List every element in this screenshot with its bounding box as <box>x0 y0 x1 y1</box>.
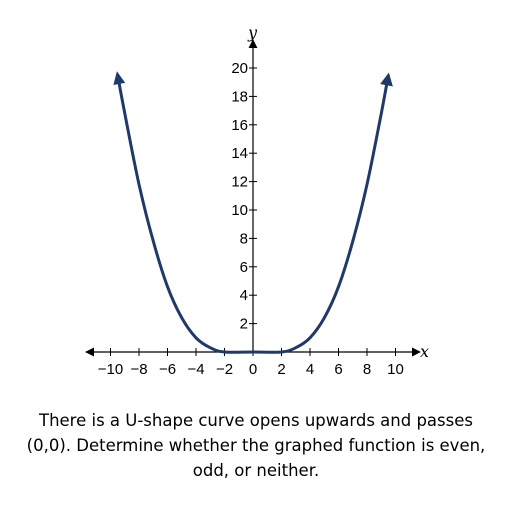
x-axis-ticks: −10 −8 −6 −4 −2 0 2 4 6 8 10 <box>98 348 404 378</box>
x-tick-label: 8 <box>363 361 371 378</box>
y-axis-title: y <box>247 23 258 42</box>
x-axis: −10 −8 −6 −4 −2 0 2 4 6 8 10 x <box>85 342 429 378</box>
y-axis-ticks: 2 4 6 8 10 12 14 16 18 20 <box>231 60 257 333</box>
y-tick-label: 16 <box>231 117 248 134</box>
x-tick-label: −6 <box>159 361 176 378</box>
x-tick-label: 0 <box>249 361 257 378</box>
y-tick-label: 4 <box>240 287 248 304</box>
y-tick-label: 8 <box>240 230 248 247</box>
x-tick-label: 4 <box>306 361 314 378</box>
y-tick-label: 20 <box>231 60 248 77</box>
y-tick-label: 10 <box>231 202 248 219</box>
function-curve <box>116 72 393 354</box>
x-axis-title: x <box>420 342 429 361</box>
x-tick-label: −8 <box>130 361 147 378</box>
curve-start-arrow <box>113 71 126 85</box>
function-graph: −10 −8 −6 −4 −2 0 2 4 6 8 10 x 2 4 6 8 10 12 14 16 18 20 y <box>85 23 429 378</box>
y-tick-label: 6 <box>240 259 248 276</box>
x-tick-label: −4 <box>187 361 204 378</box>
question-caption: There is a U-shape curve opens upwards a… <box>26 411 486 480</box>
x-tick-label: −10 <box>98 361 123 378</box>
x-tick-label: 10 <box>387 361 404 378</box>
x-tick-label: 2 <box>277 361 285 378</box>
x-tick-label: 6 <box>334 361 342 378</box>
y-axis: 2 4 6 8 10 12 14 16 18 20 y <box>231 23 258 352</box>
y-tick-label: 14 <box>231 145 248 162</box>
series-layer <box>113 71 393 354</box>
y-tick-label: 2 <box>240 316 248 333</box>
x-tick-label: −2 <box>216 361 233 378</box>
y-tick-label: 18 <box>231 88 248 105</box>
y-tick-label: 12 <box>231 174 248 191</box>
